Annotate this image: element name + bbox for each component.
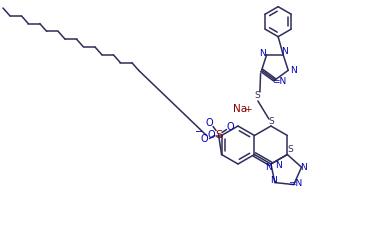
Text: +: + xyxy=(245,105,252,114)
Text: =N: =N xyxy=(272,76,286,86)
Text: N: N xyxy=(276,161,282,171)
Text: S: S xyxy=(268,117,274,127)
Text: −: − xyxy=(196,127,204,137)
Text: N: N xyxy=(265,164,272,172)
Text: O: O xyxy=(208,130,215,140)
Text: N: N xyxy=(290,66,297,75)
Text: O: O xyxy=(206,117,213,127)
Text: N: N xyxy=(259,49,266,58)
Text: N: N xyxy=(270,176,277,185)
Text: S: S xyxy=(254,92,260,100)
Text: N: N xyxy=(281,47,288,56)
Text: S: S xyxy=(215,130,222,140)
Text: Na: Na xyxy=(233,104,247,114)
Text: O: O xyxy=(227,121,234,131)
Text: S: S xyxy=(288,145,293,154)
Text: O: O xyxy=(201,134,208,144)
Text: =N: =N xyxy=(288,179,302,188)
Text: N: N xyxy=(300,163,307,172)
